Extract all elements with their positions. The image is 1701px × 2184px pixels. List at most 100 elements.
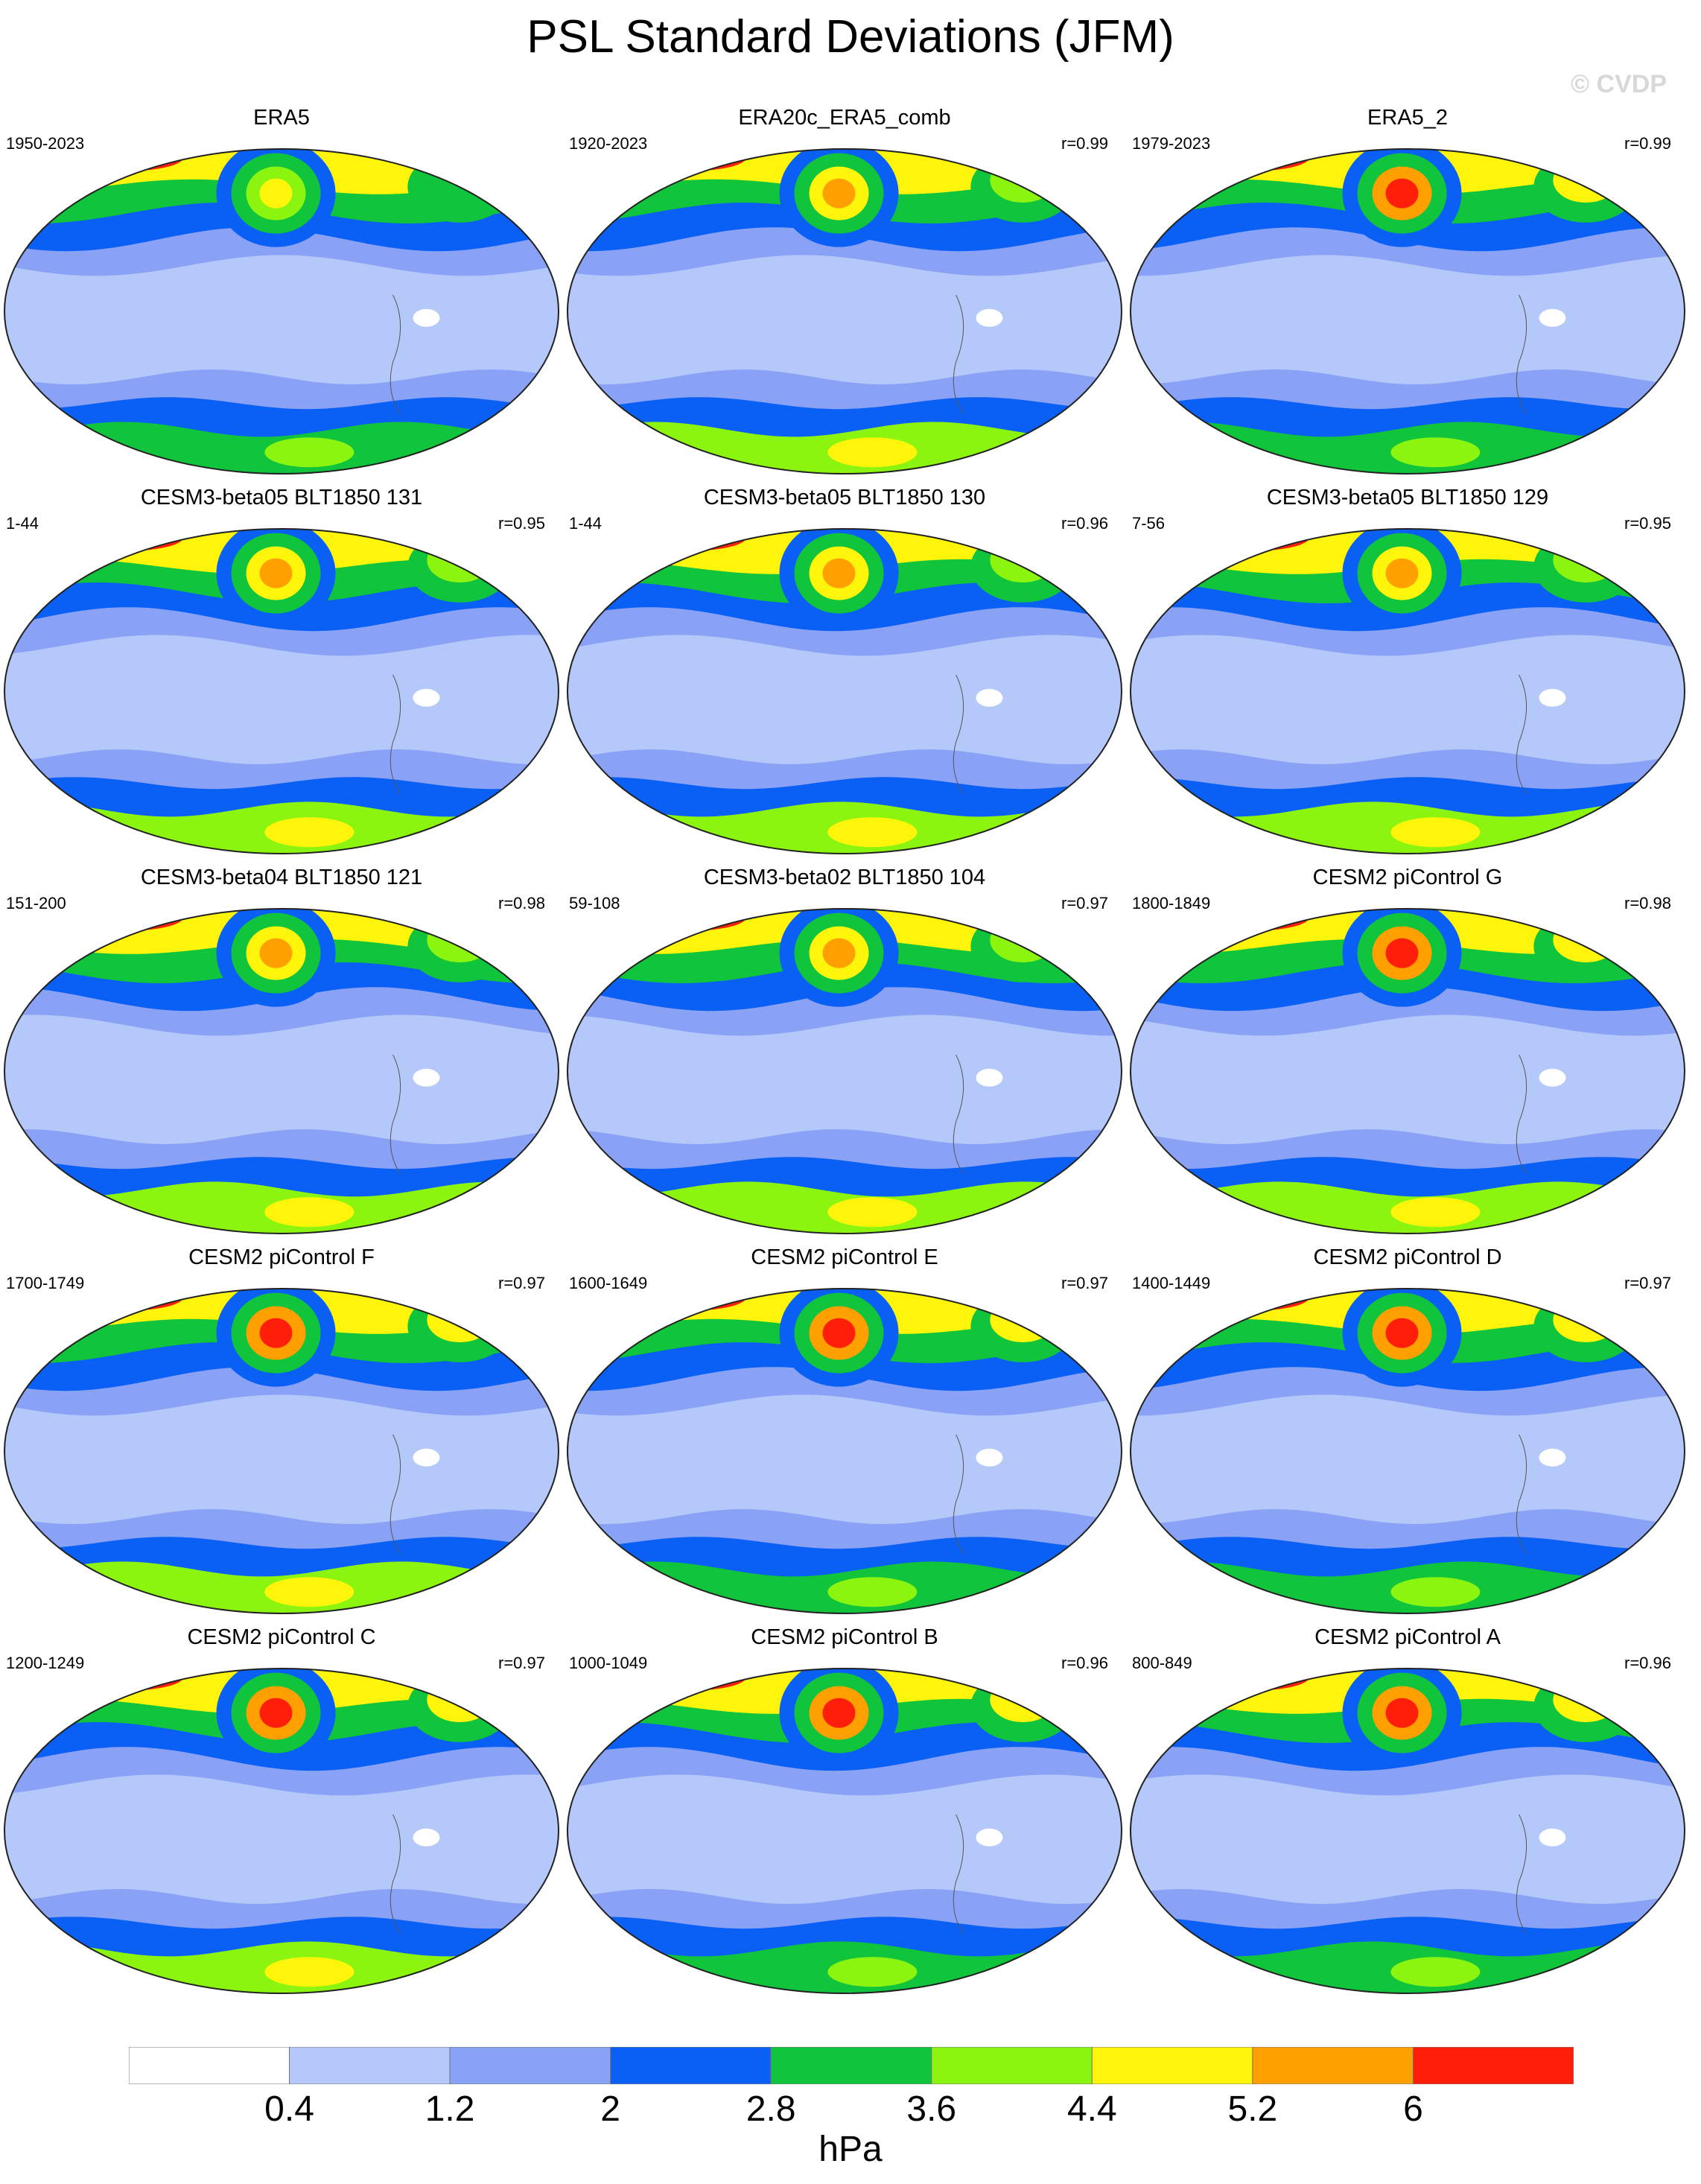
map-panel: CESM2 piControl B 1000-1049 r=0.96 — [563, 1625, 1126, 1998]
field-north-atlantic-max — [990, 1298, 1056, 1342]
panel-pattern-correlation: r=0.99 — [1061, 134, 1108, 153]
field-antarctic-max — [827, 817, 918, 848]
panel-title: CESM2 piControl C — [187, 1625, 376, 1649]
map-panel: CESM2 piControl G 1800-1849 r=0.98 — [1126, 866, 1689, 1238]
map-border — [4, 908, 559, 1234]
psl-stddev-map — [1130, 1668, 1685, 1994]
field-minimum — [976, 1068, 1003, 1087]
coastline — [953, 1434, 964, 1555]
coastline — [953, 1814, 964, 1934]
panel-title: ERA5 — [253, 106, 310, 130]
map-panel: CESM3-beta02 BLT1850 104 59-108 r=0.97 — [563, 866, 1126, 1238]
colorbar-tick-label: 0.4 — [264, 2089, 314, 2129]
field-north-pacific-max — [259, 938, 293, 968]
panel-years: 1200-1249 — [6, 1654, 85, 1672]
field-antarctic-max — [264, 817, 354, 848]
field-antarctic-max — [827, 1577, 918, 1607]
panel-years: 1-44 — [6, 514, 39, 533]
psl-stddev-map — [4, 148, 559, 474]
panel-pattern-correlation: r=0.96 — [1061, 514, 1108, 533]
field-north-atlantic-max — [1553, 1677, 1619, 1722]
field-north-atlantic-max — [427, 1677, 493, 1722]
coastline — [390, 1814, 401, 1934]
colorbar-tick-label: 2 — [600, 2089, 620, 2129]
map-border — [1130, 1288, 1685, 1614]
colorbar-swatch — [129, 2047, 290, 2084]
colorbar-swatch — [770, 2047, 932, 2084]
map-border — [567, 908, 1122, 1234]
map-border — [4, 528, 559, 854]
panel-years: 1400-1449 — [1132, 1274, 1211, 1292]
colorbar-tick-label: 1.2 — [425, 2089, 475, 2129]
panel-pattern-correlation: r=0.98 — [1624, 894, 1671, 912]
coastline — [390, 1434, 401, 1555]
field-north-atlantic-max — [990, 158, 1056, 203]
map-panel: CESM2 piControl E 1600-1649 r=0.97 — [563, 1245, 1126, 1618]
colorbar-bar — [129, 2047, 1574, 2084]
panel-title: CESM3-beta02 BLT1850 104 — [703, 866, 986, 889]
panel-pattern-correlation: r=0.96 — [1624, 1654, 1671, 1672]
colorbar-units: hPa — [818, 2130, 883, 2169]
field-minimum — [413, 1828, 440, 1847]
map-border — [567, 528, 1122, 854]
map-panel: CESM2 piControl D 1400-1449 r=0.97 — [1126, 1245, 1689, 1618]
psl-stddev-map — [567, 908, 1122, 1234]
panel-title: CESM2 piControl F — [188, 1245, 375, 1269]
map-panel: CESM3-beta05 BLT1850 129 7-56 r=0.95 — [1126, 486, 1689, 858]
coastline — [953, 294, 964, 415]
field-north-pacific-max — [259, 178, 293, 209]
colorbar-swatch — [449, 2047, 611, 2084]
map-border — [1130, 1668, 1685, 1994]
map-border — [4, 1288, 559, 1614]
field-north-pacific-max — [1385, 938, 1419, 968]
field-antarctic-max — [827, 1957, 918, 1987]
panel-title: CESM2 piControl B — [751, 1625, 938, 1649]
colorbar-swatch — [1412, 2047, 1574, 2084]
panel-title: CESM2 piControl D — [1313, 1245, 1502, 1269]
psl-stddev-map — [1130, 148, 1685, 474]
coastline — [390, 294, 401, 415]
psl-stddev-map — [4, 528, 559, 854]
field-minimum — [413, 1448, 440, 1467]
panel-title: CESM2 piControl G — [1312, 866, 1503, 889]
colorbar-tick-label: 5.2 — [1227, 2089, 1278, 2129]
map-border — [1130, 148, 1685, 474]
coastline — [390, 1054, 401, 1175]
colorbar-swatch — [1252, 2047, 1414, 2084]
field-north-pacific-max — [259, 1318, 293, 1348]
map-panel: ERA5_2 1979-2023 r=0.99 — [1126, 106, 1689, 478]
field-antarctic-max — [827, 1197, 918, 1228]
field-layer — [567, 1669, 1122, 1993]
psl-stddev-map — [567, 1288, 1122, 1614]
panel-pattern-correlation: r=0.96 — [1061, 1654, 1108, 1672]
panel-years: 800-849 — [1132, 1654, 1192, 1672]
field-antarctic-max — [1390, 1577, 1481, 1607]
field-minimum — [976, 308, 1003, 327]
field-north-pacific-max — [822, 558, 856, 588]
field-north-atlantic-max — [427, 1298, 493, 1342]
panel-pattern-correlation: r=0.97 — [498, 1654, 545, 1672]
field-minimum — [1539, 1448, 1566, 1467]
map-border — [567, 1288, 1122, 1614]
field-north-pacific-max — [259, 558, 293, 588]
field-north-pacific-max — [1385, 1698, 1419, 1728]
map-border — [567, 1668, 1122, 1994]
panel-years: 1600-1649 — [569, 1274, 648, 1292]
colorbar-swatch — [610, 2047, 772, 2084]
coastline — [1516, 294, 1527, 415]
map-border — [1130, 528, 1685, 854]
panel-years: 151-200 — [6, 894, 66, 912]
coastline — [953, 674, 964, 795]
field-north-pacific-max — [1385, 1318, 1419, 1348]
panel-pattern-correlation: r=0.97 — [498, 1274, 545, 1292]
psl-stddev-map — [4, 1288, 559, 1614]
field-north-pacific-max — [1385, 558, 1419, 588]
panel-years: 7-56 — [1132, 514, 1166, 533]
coastline — [1516, 674, 1527, 795]
field-antarctic-max — [264, 1957, 354, 1987]
psl-stddev-map — [4, 1668, 559, 1994]
field-minimum — [1539, 1068, 1566, 1087]
coastline — [390, 674, 401, 795]
panel-title: CESM3-beta05 BLT1850 130 — [703, 486, 986, 510]
field-antarctic-max — [1390, 437, 1481, 468]
